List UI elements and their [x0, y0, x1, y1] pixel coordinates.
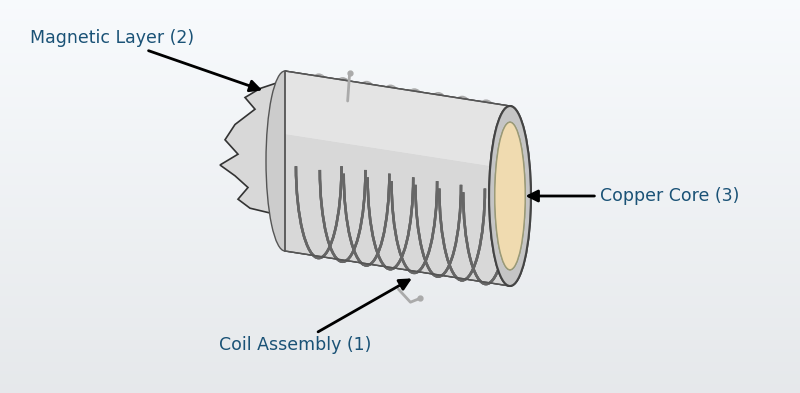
Polygon shape	[285, 71, 510, 169]
Ellipse shape	[489, 106, 531, 286]
Polygon shape	[285, 71, 510, 286]
Polygon shape	[285, 71, 510, 169]
Polygon shape	[285, 71, 510, 286]
Polygon shape	[285, 71, 510, 286]
Polygon shape	[220, 77, 305, 219]
Ellipse shape	[494, 122, 526, 270]
Ellipse shape	[494, 122, 526, 270]
Polygon shape	[285, 71, 510, 169]
Ellipse shape	[489, 106, 531, 286]
Text: Coil Assembly (1): Coil Assembly (1)	[219, 280, 410, 354]
Text: Magnetic Layer (2): Magnetic Layer (2)	[30, 29, 259, 91]
Ellipse shape	[266, 71, 304, 251]
Text: Copper Core (3): Copper Core (3)	[529, 187, 739, 205]
